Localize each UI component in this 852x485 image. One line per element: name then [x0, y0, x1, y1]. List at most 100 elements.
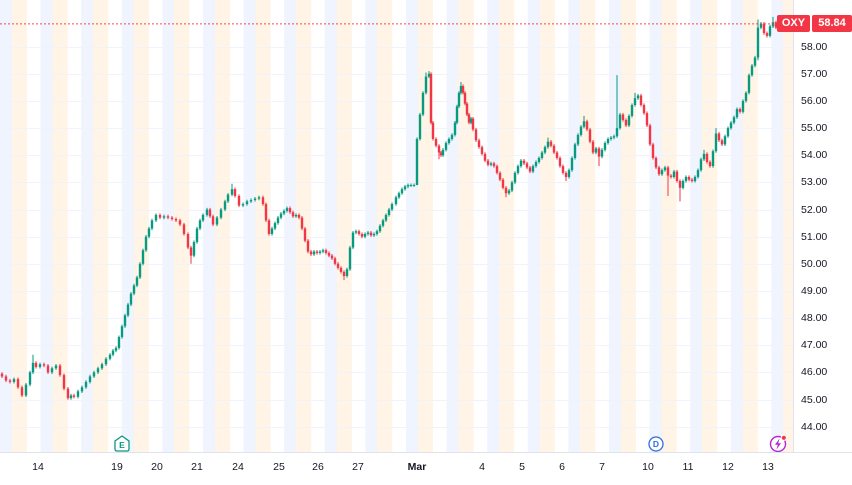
candle-body [570, 157, 574, 171]
candle-body [38, 364, 42, 367]
price-tick-label: 56.00 [801, 94, 828, 107]
candle-body [205, 209, 209, 215]
candle-body [579, 126, 583, 135]
candle-body [753, 57, 757, 66]
candle-body [651, 144, 655, 158]
candle-body [406, 185, 410, 187]
candle-body [226, 194, 230, 202]
candle-body [471, 118, 475, 130]
premarket-session-band [214, 0, 230, 452]
candle-body [135, 277, 139, 286]
candle-body [567, 170, 571, 177]
time-tick-label: 10 [642, 461, 654, 473]
candle-body [150, 220, 154, 229]
candle-body [747, 75, 751, 93]
candle-body [348, 247, 352, 270]
candle-body [690, 179, 694, 182]
premarket-session-band [51, 0, 68, 452]
candle-body [726, 128, 730, 137]
earnings-marker-icon[interactable]: E [114, 435, 130, 452]
candle-body [92, 372, 96, 377]
postmarket-session-band [121, 0, 133, 452]
candle-body [461, 86, 465, 93]
candle-body [480, 147, 484, 154]
candle-body [546, 141, 550, 148]
postmarket-session-band [162, 0, 174, 452]
candle-body [459, 86, 463, 93]
candle-body [273, 223, 277, 229]
candle-body [705, 153, 709, 163]
price-tick-label: 53.00 [801, 176, 828, 189]
candle-body [108, 354, 112, 359]
candle-body [463, 92, 467, 104]
postmarket-session-band [730, 0, 742, 452]
flash-marker-icon[interactable] [769, 434, 787, 452]
candle-body [324, 250, 328, 253]
candle-body [339, 267, 343, 272]
candle-body [663, 167, 667, 171]
candle-body [465, 103, 469, 115]
candle-body [666, 167, 670, 176]
candle-body [657, 167, 661, 175]
candle-body [330, 255, 334, 259]
candle-body [88, 376, 92, 382]
candle-body [477, 140, 481, 148]
candle-body [208, 209, 212, 217]
candle-body [363, 233, 367, 237]
premarket-session-band [701, 0, 718, 452]
candle-body [72, 395, 76, 397]
premarket-session-band [254, 0, 271, 452]
candle-body [309, 251, 313, 255]
candle-body [675, 171, 679, 182]
candle-body [439, 152, 443, 156]
candle-body [372, 233, 376, 236]
candle-body [648, 125, 652, 145]
candle-body [525, 163, 529, 168]
candle-body [282, 210, 286, 214]
candle-body [189, 247, 193, 256]
price-tick-label: 58.00 [801, 40, 828, 53]
postmarket-session-band [527, 0, 539, 452]
postmarket-session-band [0, 0, 11, 452]
candle-body [192, 242, 196, 256]
candle-body [415, 138, 419, 186]
candle-body [603, 143, 607, 150]
candle-body [609, 137, 613, 139]
dividend-marker-icon[interactable]: D [648, 436, 664, 452]
candle-body [321, 250, 325, 252]
premarket-session-band [741, 0, 758, 452]
price-tick-label: 46.00 [801, 366, 828, 379]
price-axis[interactable]: 58.00 57.00 56.00 55.00 54.00 53.00 52.00 51.00… [793, 0, 852, 452]
candle-body [303, 228, 307, 241]
candle-body [768, 26, 772, 36]
candle-body [111, 350, 115, 355]
candle-body [431, 122, 435, 139]
candle-body [633, 98, 637, 106]
candle-body [114, 347, 118, 351]
candle-body [333, 258, 337, 264]
candle-body [549, 141, 553, 146]
candle-body [129, 293, 133, 305]
time-axis[interactable]: 14 19 20 21 24 25 26 27 Mar 4 5 6 7 10 11 12 13 [0, 452, 852, 485]
postmarket-session-band [324, 0, 336, 452]
candle-body [555, 152, 559, 158]
time-tick-label: 27 [352, 461, 364, 473]
candle-body [117, 337, 121, 348]
candle-body [537, 157, 541, 163]
candle-body [467, 114, 471, 123]
candle-body [120, 326, 124, 338]
postmarket-session-band [243, 0, 255, 452]
candle-body [696, 170, 700, 177]
price-tick-label: 52.00 [801, 203, 828, 216]
candle-body [34, 362, 38, 367]
premarket-session-band [538, 0, 555, 452]
candle-body [639, 95, 643, 106]
time-tick-label: 24 [232, 461, 244, 473]
candle-body [170, 217, 174, 220]
candle-body [96, 368, 100, 373]
candle-body [46, 365, 50, 373]
candle-body [429, 73, 433, 123]
candle-body [642, 105, 646, 114]
